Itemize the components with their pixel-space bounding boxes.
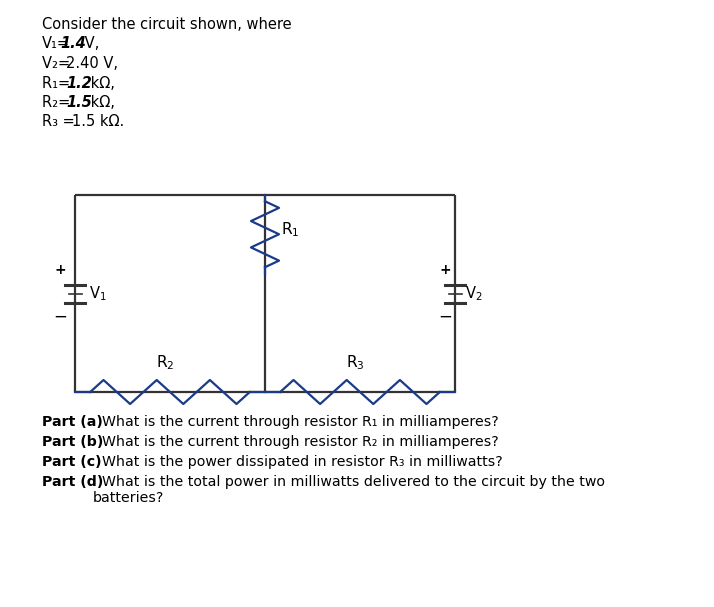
Text: 1.2: 1.2: [66, 75, 92, 90]
Text: kΩ,: kΩ,: [86, 95, 115, 110]
Text: V$_2$: V$_2$: [465, 284, 483, 303]
Text: R$_1$: R$_1$: [281, 220, 299, 239]
Text: What is the power dissipated in resistor R₃ in milliwatts?: What is the power dissipated in resistor…: [94, 455, 503, 469]
Text: −: −: [438, 308, 452, 325]
Text: V₁=: V₁=: [42, 36, 70, 52]
Text: Part (b): Part (b): [42, 435, 104, 449]
Text: 1.5: 1.5: [66, 95, 92, 110]
Text: 1.5 kΩ.: 1.5 kΩ.: [72, 115, 124, 129]
Text: R₃ =: R₃ =: [42, 115, 79, 129]
Text: What is the total power in milliwatts delivered to the circuit by the two
batter: What is the total power in milliwatts de…: [94, 475, 605, 505]
Text: 1.4: 1.4: [60, 36, 86, 52]
Text: 2.40 V,: 2.40 V,: [66, 56, 118, 71]
Text: R₂=: R₂=: [42, 95, 75, 110]
Text: R$_2$: R$_2$: [156, 353, 174, 372]
Text: Part (c): Part (c): [42, 455, 101, 469]
Text: R$_3$: R$_3$: [346, 353, 365, 372]
Text: What is the current through resistor R₁ in milliamperes?: What is the current through resistor R₁ …: [94, 415, 499, 429]
Text: +: +: [439, 263, 451, 277]
Text: +: +: [54, 263, 66, 277]
Text: Consider the circuit shown, where: Consider the circuit shown, where: [42, 17, 291, 32]
Text: R₁=: R₁=: [42, 75, 75, 90]
Text: V$_1$: V$_1$: [89, 284, 106, 303]
Text: Part (d): Part (d): [42, 475, 104, 489]
Text: V₂=: V₂=: [42, 56, 75, 71]
Text: Part (a): Part (a): [42, 415, 103, 429]
Text: What is the current through resistor R₂ in milliamperes?: What is the current through resistor R₂ …: [94, 435, 499, 449]
Text: kΩ,: kΩ,: [86, 75, 115, 90]
Text: −: −: [53, 308, 67, 325]
Text: V,: V,: [80, 36, 99, 52]
